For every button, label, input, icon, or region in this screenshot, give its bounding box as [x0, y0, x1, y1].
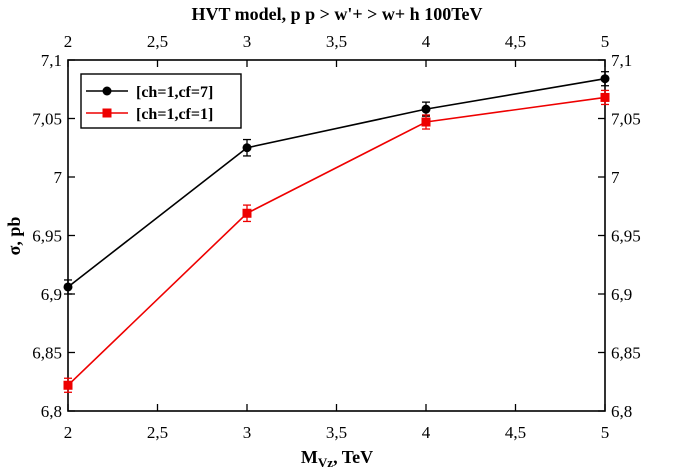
y-tick-label-right: 6,85 — [611, 344, 641, 363]
x-tick-label-bottom: 2,5 — [147, 423, 168, 442]
x-tick-label-top: 2 — [64, 32, 73, 51]
x-tick-label-top: 5 — [601, 32, 610, 51]
x-axis-ticks: 2 2 2,5 2,5 3 3 3,5 3,5 4 4 4,5 4,5 5 5 — [64, 32, 610, 442]
x-tick-label-top: 4 — [422, 32, 431, 51]
x-tick-label-bottom: 2 — [64, 423, 73, 442]
legend: [ch=1,cf=7] [ch=1,cf=1] — [80, 73, 242, 129]
data-point — [600, 74, 610, 84]
data-point — [421, 104, 431, 114]
chart-title: HVT model, p p > w'+ > w+ h 100TeV — [191, 4, 482, 24]
series-line-2 — [67, 96, 606, 386]
x-tick-label-top: 3,5 — [326, 32, 347, 51]
y-tick-label-left: 7 — [54, 168, 63, 187]
x-tick-label-top: 4,5 — [505, 32, 526, 51]
legend-box — [80, 73, 242, 129]
y-tick-label-right: 7 — [611, 168, 620, 187]
series-line-1 — [67, 77, 606, 288]
x-tick-label-bottom: 5 — [601, 423, 610, 442]
y-tick-label-left: 6,85 — [32, 344, 62, 363]
y-tick-label-left: 6,8 — [41, 402, 62, 421]
x-axis-label: MVz, TeV — [301, 447, 373, 470]
y-tick-label-right: 7,05 — [611, 110, 641, 129]
legend-label: [ch=1,cf=7] — [136, 84, 213, 101]
y-tick-label-right: 6,8 — [611, 402, 632, 421]
legend-label: [ch=1,cf=1] — [136, 106, 213, 123]
chart-title-text: HVT model, p p > w'+ > w+ h 100TeV — [191, 4, 482, 24]
data-point — [600, 92, 610, 102]
legend-marker — [102, 108, 112, 118]
legend-marker — [102, 86, 112, 96]
x-tick-label-bottom: 4,5 — [505, 423, 526, 442]
y-tick-label-left: 6,9 — [41, 285, 62, 304]
data-point — [63, 282, 73, 292]
series-layer — [63, 71, 610, 393]
y-axis-label: σ, pb — [4, 217, 24, 256]
y-tick-label-right: 7,1 — [611, 51, 632, 70]
y-tick-label-left: 7,1 — [41, 51, 62, 70]
x-tick-label-top: 2,5 — [147, 32, 168, 51]
data-point — [421, 117, 431, 127]
data-point — [242, 208, 252, 218]
y-tick-label-left: 6,95 — [32, 227, 62, 246]
y-tick-label-left: 7,05 — [32, 110, 62, 129]
data-point — [63, 380, 73, 390]
data-point — [242, 143, 252, 153]
y-tick-label-right: 6,95 — [611, 227, 641, 246]
x-tick-label-bottom: 3,5 — [326, 423, 347, 442]
y-tick-label-right: 6,9 — [611, 285, 632, 304]
y-axis-ticks: 6,8 6,8 6,85 6,85 6,9 6,9 6,95 6,95 7 7 7,05 7,05 7,… — [32, 51, 641, 421]
x-tick-label-bottom: 4 — [422, 423, 431, 442]
x-tick-label-bottom: 3 — [243, 423, 252, 442]
x-tick-label-top: 3 — [243, 32, 252, 51]
